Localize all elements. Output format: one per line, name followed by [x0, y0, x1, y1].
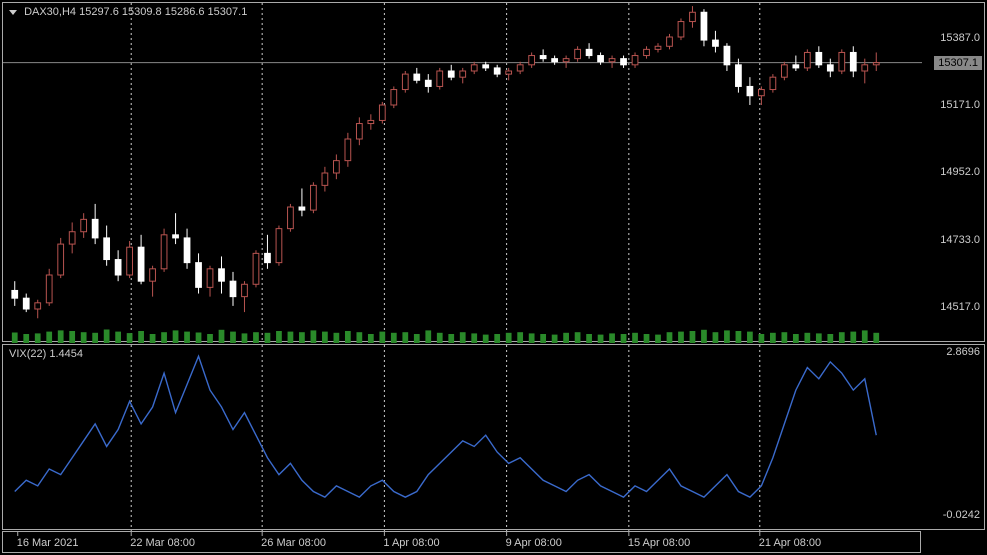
time-tick-label: 15 Apr 08:00 [628, 537, 690, 549]
indicator-tick-label: 2.8696 [946, 346, 980, 358]
price-tick-label: 14517.0 [940, 301, 980, 313]
indicator-y-axis: -0.0242 2.8696 [921, 344, 985, 530]
chart-title: DAX30,H4 15297.6 15309.8 15286.6 15307.1 [9, 6, 247, 18]
main-price-chart[interactable]: DAX30,H4 15297.6 15309.8 15286.6 15307.1 [2, 2, 921, 342]
time-tick-label: 26 Mar 08:00 [261, 537, 326, 549]
time-tick-label: 22 Mar 08:00 [130, 537, 195, 549]
indicator-tick-label: -0.0242 [943, 509, 980, 521]
price-tick-label: 14952.0 [940, 166, 980, 178]
price-y-axis: 14517.0 14733.0 14952.0 15171.0 15387.0 1530… [921, 2, 985, 342]
price-tick-label: 15387.0 [940, 32, 980, 44]
time-x-axis: 16 Mar 2021 22 Mar 08:00 26 Mar 08:00 1 Apr… [2, 531, 921, 553]
time-tick-label: 9 Apr 08:00 [506, 537, 562, 549]
price-chart-canvas[interactable] [3, 3, 922, 343]
time-tick-label: 21 Apr 08:00 [759, 537, 821, 549]
time-tick-label: 1 Apr 08:00 [383, 537, 439, 549]
price-tick-label: 15171.0 [940, 99, 980, 111]
chart-title-text: DAX30,H4 15297.6 15309.8 15286.6 15307.1 [24, 6, 247, 18]
time-tick-label: 16 Mar 2021 [17, 537, 79, 549]
indicator-title: VIX(22) 1.4454 [9, 348, 83, 360]
price-tick-label: 14733.0 [940, 234, 980, 246]
indicator-chart[interactable]: VIX(22) 1.4454 [2, 344, 921, 530]
current-price-marker: 15307.1 [934, 56, 982, 70]
chevron-down-icon [9, 10, 17, 15]
indicator-canvas[interactable] [3, 345, 922, 531]
